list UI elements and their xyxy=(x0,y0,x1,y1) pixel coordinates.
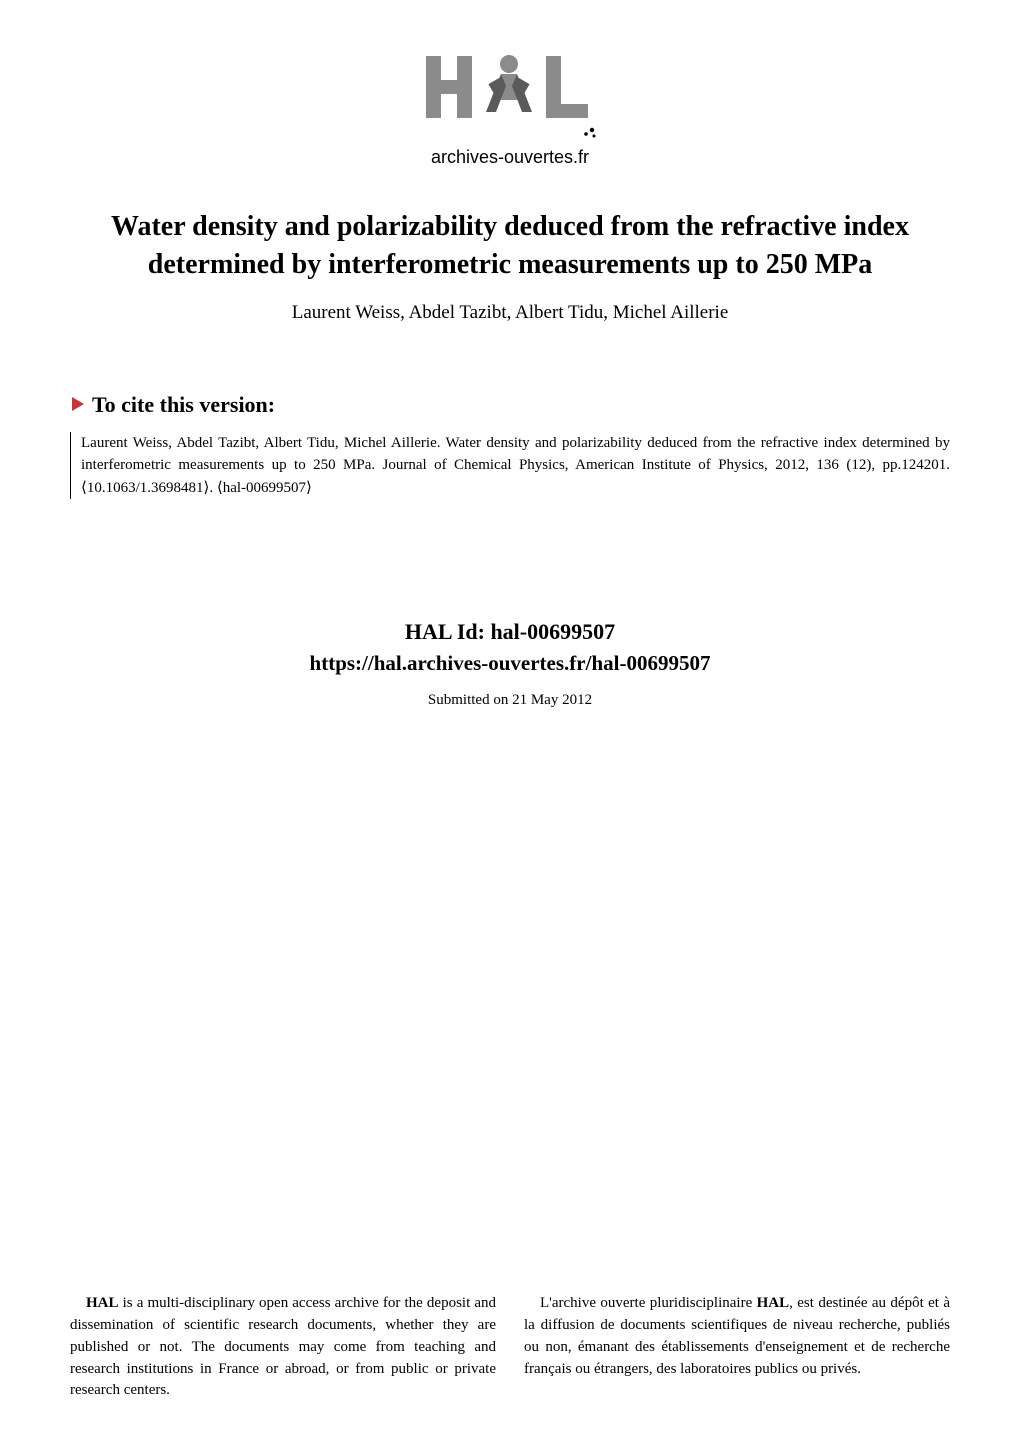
cite-section: To cite this version: Laurent Weiss, Abd… xyxy=(70,392,950,500)
abstract-right-text: L'archive ouverte pluridisciplinaire HAL… xyxy=(524,1293,950,1380)
logo-section: archives-ouvertes.fr xyxy=(70,50,950,168)
paper-authors: Laurent Weiss, Abdel Tazibt, Albert Tidu… xyxy=(70,302,950,324)
abstract-right-bold: HAL xyxy=(757,1295,790,1311)
cite-heading-text: To cite this version: xyxy=(92,392,275,418)
abstract-right-column: L'archive ouverte pluridisciplinaire HAL… xyxy=(524,1293,950,1402)
abstract-left-column: HAL is a multi-disciplinary open access … xyxy=(70,1293,496,1402)
abstract-columns: HAL is a multi-disciplinary open access … xyxy=(70,1293,950,1402)
paper-title: Water density and polarizability deduced… xyxy=(70,208,950,284)
logo-subtitle: archives-ouvertes.fr xyxy=(70,147,950,168)
triangle-right-icon xyxy=(70,392,86,418)
hal-id: HAL Id: hal-00699507 xyxy=(70,619,950,645)
abstract-left-body: is a multi-disciplinary open access arch… xyxy=(70,1295,496,1398)
page-container: archives-ouvertes.fr Water density and p… xyxy=(0,0,1020,1442)
submitted-date: Submitted on 21 May 2012 xyxy=(70,692,950,709)
abstract-left-text: HAL is a multi-disciplinary open access … xyxy=(70,1293,496,1402)
title-section: Water density and polarizability deduced… xyxy=(70,208,950,324)
hal-logo-icon xyxy=(420,50,600,143)
abstract-left-bold: HAL xyxy=(86,1295,119,1311)
abstract-right-before: L'archive ouverte pluridisciplinaire xyxy=(540,1295,757,1311)
citation-text: Laurent Weiss, Abdel Tazibt, Albert Tidu… xyxy=(70,432,950,500)
hal-url: https://hal.archives-ouvertes.fr/hal-006… xyxy=(70,651,950,676)
cite-heading: To cite this version: xyxy=(70,392,950,418)
hal-id-section: HAL Id: hal-00699507 https://hal.archive… xyxy=(70,619,950,739)
